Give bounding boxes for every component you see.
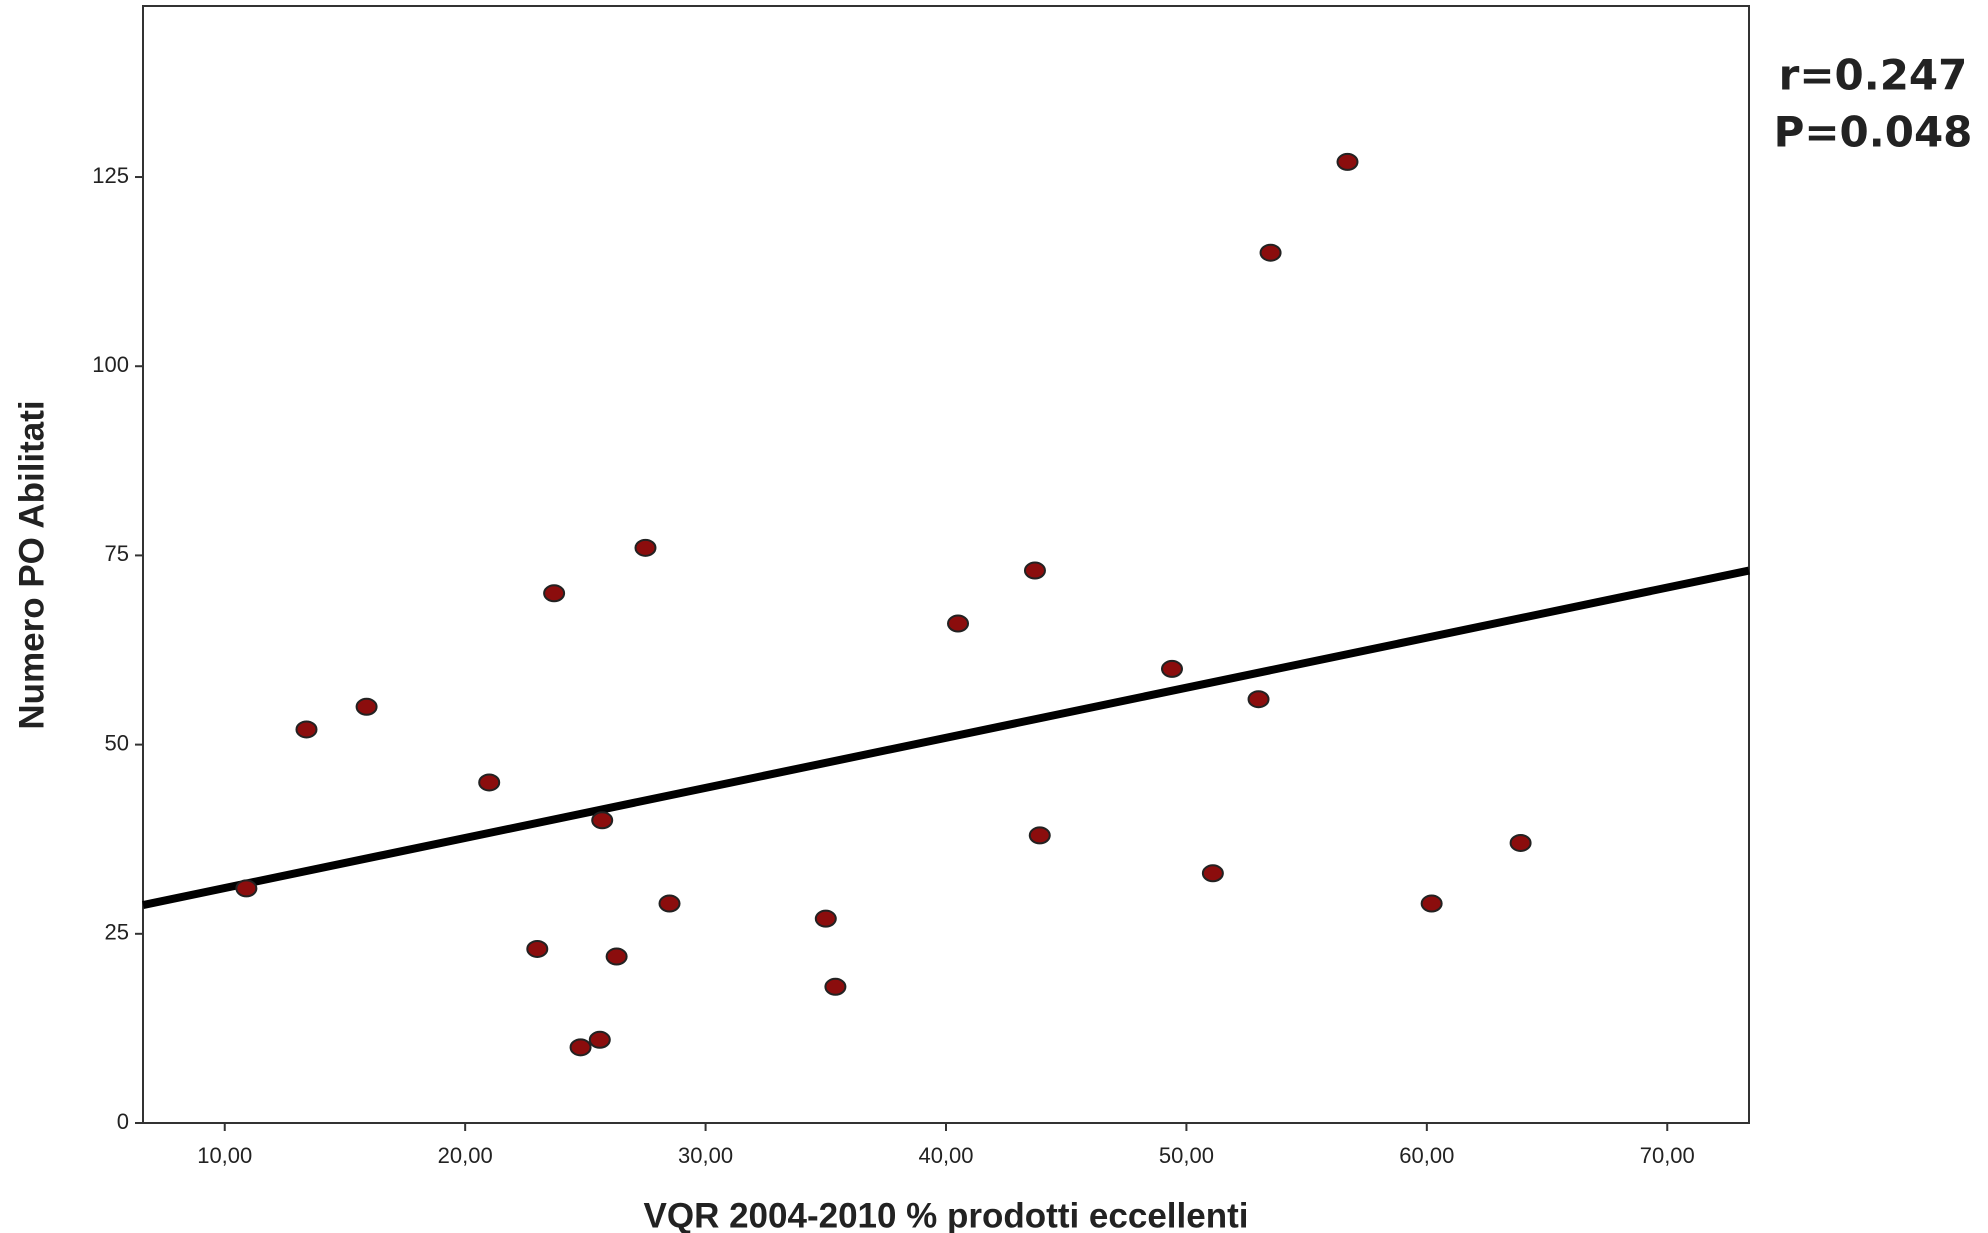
point: [1420, 894, 1443, 913]
point: [1160, 659, 1183, 678]
point: [295, 720, 318, 739]
point: [235, 879, 258, 898]
point: [605, 947, 628, 966]
point: [588, 1030, 611, 1049]
x-tick-label: 10,00: [197, 1143, 252, 1168]
point: [814, 909, 837, 928]
fit-line: [142, 566, 1750, 909]
point: [478, 773, 501, 792]
point: [824, 977, 847, 996]
point: [658, 894, 681, 913]
point: [591, 811, 614, 830]
plot-frame: [142, 5, 1750, 1124]
y-tick-label: 0: [117, 1109, 129, 1134]
point: [1023, 561, 1046, 580]
point: [526, 939, 549, 958]
x-tick-label: 50,00: [1159, 1143, 1214, 1168]
point: [569, 1038, 592, 1057]
annotation: P=0.048: [1774, 108, 1973, 157]
point: [543, 584, 566, 603]
x-tick-label: 70,00: [1640, 1143, 1695, 1168]
point: [355, 697, 378, 716]
annotation: r=0.247: [1779, 51, 1968, 100]
x-tick-label: 20,00: [438, 1143, 493, 1168]
point: [1247, 690, 1270, 709]
y-axis-label: Numero PO Abilitati: [12, 400, 51, 729]
y-tick-label: 125: [92, 163, 129, 188]
x-tick-label: 60,00: [1399, 1143, 1454, 1168]
point: [1201, 864, 1224, 883]
point: [1509, 833, 1532, 852]
point: [947, 614, 970, 633]
y-tick-label: 100: [92, 352, 129, 377]
x-tick-label: 30,00: [678, 1143, 733, 1168]
y-tick-label: 75: [105, 541, 129, 566]
point: [1028, 826, 1051, 845]
point: [634, 538, 657, 557]
y-tick-label: 50: [105, 730, 129, 755]
x-tick-label: 40,00: [918, 1143, 973, 1168]
point: [1336, 152, 1359, 171]
x-axis-label: VQR 2004-2010 % prodotti eccellenti: [644, 1196, 1249, 1233]
y-tick-label: 25: [105, 920, 129, 945]
point: [1259, 243, 1282, 262]
